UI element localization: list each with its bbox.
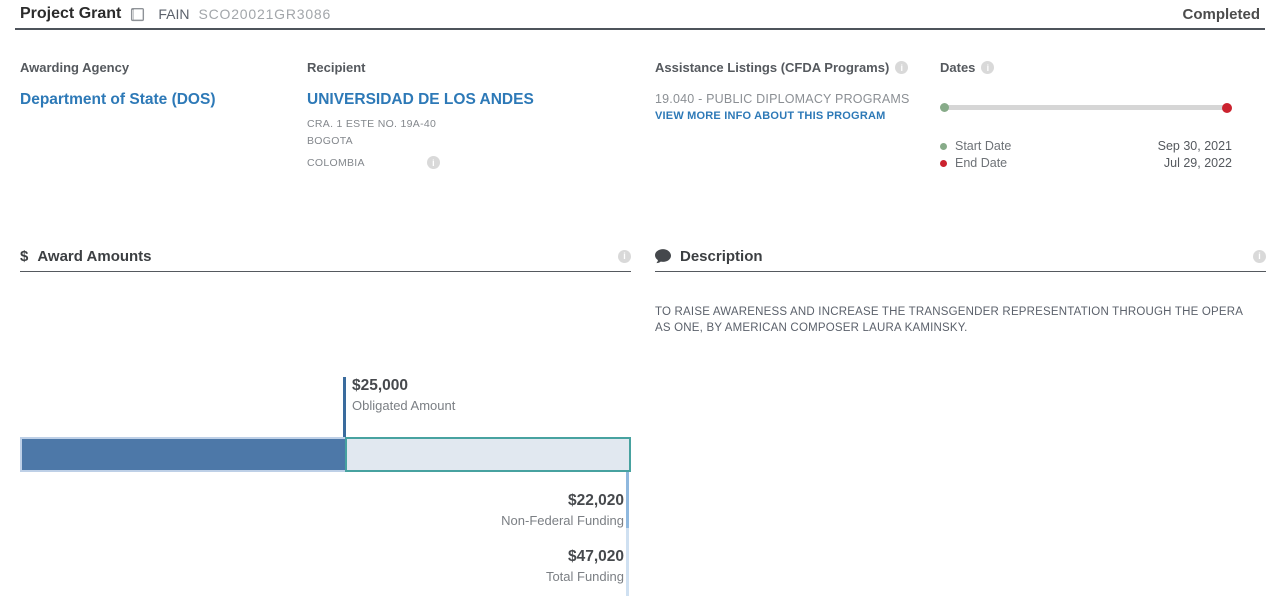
- end-date-label: End Date: [955, 156, 1008, 170]
- total-funding-label-group: $47,020 Total Funding: [546, 548, 624, 584]
- total-funding-name: Total Funding: [545, 569, 624, 584]
- nonfederal-funding-label-group: $22,020 Non-Federal Funding: [501, 492, 624, 528]
- obligated-callout-line: [343, 377, 346, 455]
- awarding-agency-link[interactable]: Department of State (DOS): [20, 91, 216, 108]
- page-header: Project Grant FAIN SCO20021GR3086 Comple…: [15, 0, 1265, 28]
- nonfederal-callout-line: [626, 438, 629, 528]
- award-amounts-divider: [20, 271, 631, 272]
- recipient-address-line1: CRA. 1 ESTE NO. 19A-40: [307, 118, 437, 130]
- obligated-amount-value: $25,000: [352, 377, 409, 394]
- recipient-address-line2: BOGOTA: [307, 135, 353, 147]
- fain-label: FAIN: [158, 6, 190, 22]
- obligated-amount-name: Obligated Amount: [352, 398, 456, 413]
- start-date-value: Sep 30, 2021: [1157, 139, 1232, 153]
- end-date-value: Jul 29, 2022: [1163, 156, 1232, 170]
- cfda-program-text: 19.040 - PUBLIC DIPLOMACY PROGRAMS: [655, 92, 910, 106]
- bar-segment-obligated[interactable]: [20, 437, 345, 472]
- dates-timeline: [940, 102, 1232, 113]
- dates-section: Dates i Start Date Sep 30, 2021 End Date…: [940, 60, 1232, 170]
- description-header: Description i: [655, 246, 1266, 266]
- assistance-listings-section: Assistance Listings (CFDA Programs) i 19…: [655, 60, 947, 124]
- start-date-row: Start Date Sep 30, 2021: [940, 139, 1232, 153]
- funding-bar: [20, 437, 631, 472]
- speech-bubble-icon: [655, 249, 671, 264]
- awarding-agency-section: Awarding Agency Department of State (DOS…: [20, 60, 300, 109]
- cfda-more-info-link[interactable]: VIEW MORE INFO ABOUT THIS PROGRAM: [655, 110, 886, 122]
- assistance-listings-label: Assistance Listings (CFDA Programs): [655, 60, 890, 75]
- bar-segment-nonfederal[interactable]: [344, 437, 631, 472]
- timeline-start-dot: [940, 103, 949, 112]
- timeline-end-dot: [1222, 102, 1232, 113]
- description-text: TO RAISE AWARENESS AND INCREASE THE TRAN…: [655, 306, 1243, 334]
- nonfederal-funding-value: $22,020: [567, 492, 624, 509]
- ledger-book-icon: [130, 8, 145, 22]
- end-date-row: End Date Jul 29, 2022: [940, 156, 1232, 170]
- end-date-dot-icon: [940, 159, 947, 167]
- dates-info-icon[interactable]: i: [981, 61, 995, 74]
- fain-value: SCO20021GR3086: [198, 6, 332, 22]
- description-divider: [655, 271, 1266, 272]
- award-amounts-header: $ Award Amounts i: [20, 246, 631, 266]
- recipient-info-icon[interactable]: i: [426, 156, 440, 169]
- total-funding-callout-line: [626, 528, 629, 596]
- header-divider: [15, 28, 1265, 30]
- dollar-icon: $: [20, 247, 29, 265]
- recipient-label: Recipient: [307, 60, 366, 75]
- status-badge: Completed: [1182, 5, 1260, 23]
- dates-label: Dates: [940, 60, 976, 75]
- description-info-icon[interactable]: i: [1253, 249, 1266, 263]
- start-date-label: Start Date: [955, 139, 1012, 153]
- nonfederal-funding-name: Non-Federal Funding: [501, 513, 624, 528]
- recipient-country: COLOMBIA: [307, 156, 365, 169]
- award-amounts-chart: $25,000 Obligated Amount $22,020 Non-Fed…: [20, 273, 631, 597]
- total-funding-value: $47,020: [567, 548, 624, 565]
- award-amounts-title: Award Amounts: [37, 247, 152, 265]
- start-date-dot-icon: [940, 142, 947, 150]
- assistance-listings-info-icon[interactable]: i: [895, 61, 909, 74]
- obligated-amount-label-group: $25,000 Obligated Amount: [352, 377, 455, 413]
- award-type-title: Project Grant: [20, 5, 122, 22]
- recipient-section: Recipient UNIVERSIDAD DE LOS ANDES CRA. …: [307, 60, 647, 169]
- description-title: Description: [680, 247, 763, 265]
- awarding-agency-label: Awarding Agency: [20, 60, 130, 75]
- timeline-track: [942, 105, 1232, 110]
- award-amounts-info-icon[interactable]: i: [618, 249, 631, 263]
- recipient-link[interactable]: UNIVERSIDAD DE LOS ANDES: [307, 91, 534, 108]
